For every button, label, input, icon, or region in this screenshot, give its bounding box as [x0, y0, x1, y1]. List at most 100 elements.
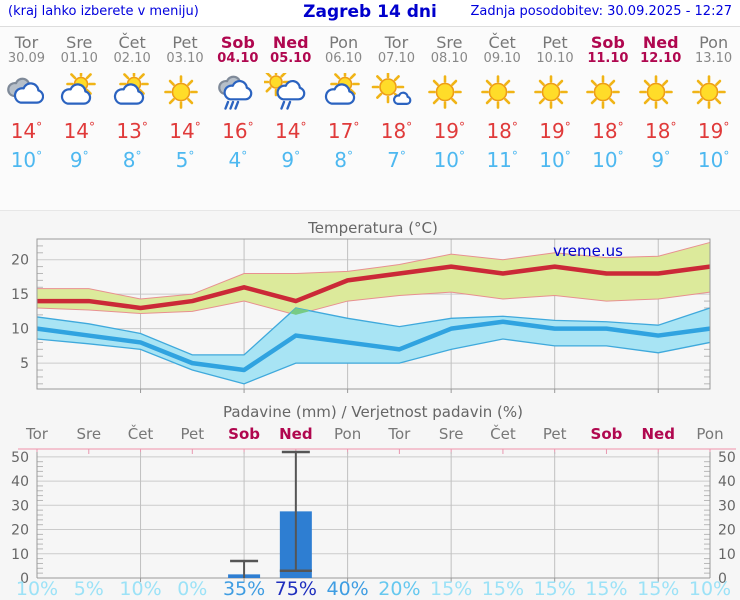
day-name: Pet	[172, 33, 198, 52]
svg-text:Temperatura (°C): Temperatura (°C)	[307, 219, 438, 237]
precip-probability: 35%	[223, 578, 265, 600]
partly-cloudy-icon	[317, 73, 370, 111]
precip-day-label: Čet	[490, 424, 516, 443]
day-column-1: Tor 30.09 14° 10°	[0, 27, 53, 210]
max-temp: 18°	[645, 119, 677, 143]
day-name: Pon	[329, 33, 359, 52]
svg-text:10: 10	[718, 547, 736, 563]
mostly-sunny-icon	[370, 73, 423, 111]
precip-probability: 15%	[585, 578, 627, 600]
precip-day-label: Pet	[543, 425, 567, 443]
day-name: Ned	[642, 33, 679, 52]
page-title: Zagreb 14 dni	[303, 2, 437, 22]
day-name: Sob	[220, 33, 255, 52]
max-temp: 14°	[63, 119, 96, 143]
day-name: Čet	[118, 33, 146, 52]
day-name: Pon	[699, 33, 729, 52]
precip-probability: 75%	[275, 578, 317, 600]
day-date: 01.10	[60, 51, 98, 66]
precip-probability: 15%	[637, 578, 679, 600]
svg-text:15: 15	[11, 287, 29, 303]
day-column-9: Sre 08.10 19° 10°	[423, 27, 476, 210]
day-date: 06.10	[324, 51, 363, 66]
last-updated: Zadnja posodobitev: 30.09.2025 - 12:27	[470, 4, 732, 19]
day-name: Tor	[14, 33, 39, 52]
precip-day-label: Čet	[128, 424, 154, 443]
precip-day-label: Tor	[25, 425, 49, 443]
day-column-13: Ned 12.10 18° 9°	[634, 27, 687, 210]
day-date: 09.10	[483, 51, 521, 66]
sunny-icon	[423, 73, 476, 111]
day-name: Tor	[384, 33, 409, 52]
partly-cloudy-icon	[106, 73, 159, 111]
precip-probability: 10%	[119, 578, 161, 600]
precip-probability: 20%	[378, 578, 420, 600]
max-temp: 19°	[433, 119, 466, 143]
svg-text:30: 30	[718, 498, 736, 514]
day-date: 12.10	[640, 51, 682, 66]
min-temp: 4°	[228, 148, 248, 172]
precipitation-chart: Padavine (mm) / Verjetnost padavin (%) To…	[11, 403, 736, 600]
min-temp: 10°	[433, 148, 466, 172]
day-date: 04.10	[217, 51, 259, 66]
precip-day-label: Sre	[76, 425, 101, 443]
day-date: 11.10	[587, 51, 629, 66]
precip-probability: 5%	[74, 578, 104, 600]
precip-day-label: Sre	[439, 425, 464, 443]
precip-day-label: Pet	[180, 425, 204, 443]
day-date: 05.10	[270, 51, 312, 66]
min-temp: 9°	[69, 148, 89, 172]
sunny-icon	[529, 73, 582, 111]
day-column-5: Sob 04.10 16° 4°	[211, 27, 264, 210]
precip-day-label: Tor	[387, 425, 411, 443]
svg-text:50: 50	[11, 450, 29, 466]
precip-probability: 40%	[326, 578, 368, 600]
svg-text:Padavine (mm) / Verjetnost pad: Padavine (mm) / Verjetnost padavin (%)	[223, 403, 523, 421]
max-temp: 14°	[275, 119, 307, 143]
day-date: 03.10	[166, 51, 204, 66]
max-temp: 19°	[539, 119, 571, 143]
min-temp: 10°	[539, 148, 571, 172]
svg-text:5: 5	[20, 356, 29, 372]
precip-day-label: Pon	[696, 425, 723, 443]
precip-day-label: Sob	[228, 425, 260, 443]
day-column-6: Ned 05.10 14° 9°	[264, 27, 317, 210]
min-temp: 10°	[10, 148, 43, 172]
day-name: Sre	[66, 33, 93, 52]
svg-text:0: 0	[20, 571, 29, 587]
day-column-2: Sre 01.10 14° 9°	[53, 27, 106, 210]
max-temp: 18°	[486, 119, 518, 143]
precip-probability: 15%	[430, 578, 472, 600]
precip-day-label: Sob	[591, 425, 623, 443]
svg-text:40: 40	[718, 474, 736, 490]
sun-rain-icon	[264, 73, 317, 111]
min-temp: 8°	[122, 148, 142, 172]
min-temp: 10°	[697, 148, 730, 172]
svg-text:40: 40	[11, 474, 29, 490]
sunny-icon	[581, 73, 634, 111]
svg-text:50: 50	[718, 450, 736, 466]
sunny-icon	[476, 73, 529, 111]
day-name: Čet	[488, 33, 516, 52]
day-column-3: Čet 02.10 13° 8°	[106, 27, 159, 210]
svg-text:0: 0	[718, 571, 727, 587]
min-temp: 9°	[281, 148, 301, 172]
max-temp: 19°	[697, 119, 730, 143]
watermark-link[interactable]: vreme.us	[553, 242, 623, 260]
daily-forecast-strip: Tor 30.09 14° 10° Sre 01.10 14° 9° Čet 02.10 13° 8°…	[0, 27, 740, 211]
sunny-icon	[159, 73, 212, 111]
svg-text:10: 10	[11, 547, 29, 563]
day-name: Sob	[590, 33, 625, 52]
charts-section: Temperatura (°C) 5 10 15 20 vreme.us Padavine…	[0, 211, 740, 600]
temperature-chart: Temperatura (°C) 5 10 15 20 vreme.us	[11, 219, 711, 393]
min-temp: 9°	[651, 148, 671, 172]
day-column-7: Pon 06.10 17° 8°	[317, 27, 370, 210]
header-bar: (kraj lahko izberete v meniju) Zagreb 14…	[0, 0, 740, 27]
day-date: 07.10	[377, 51, 416, 66]
partly-cloudy-icon	[53, 73, 106, 111]
day-column-8: Tor 07.10 18° 7°	[370, 27, 423, 210]
day-column-10: Čet 09.10 18° 11°	[476, 27, 529, 210]
precip-probability: 0%	[177, 578, 207, 600]
min-temp: 8°	[334, 148, 353, 172]
